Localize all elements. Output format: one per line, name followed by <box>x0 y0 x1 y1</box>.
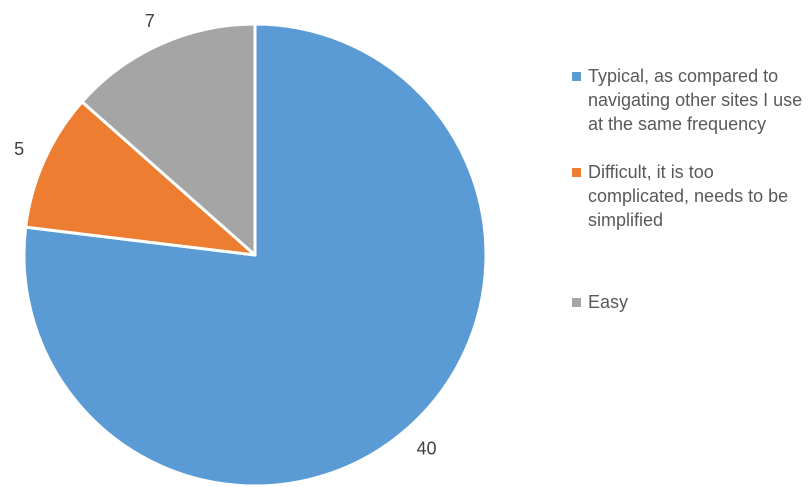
legend-item-difficult: Difficult, it is too complicated, needs … <box>572 160 804 232</box>
legend-item-easy: Easy <box>572 290 804 314</box>
data-labels: 40 5 7 <box>14 11 437 458</box>
pie-slices <box>22 22 488 487</box>
pie-slice-easy <box>80 22 257 257</box>
legend-swatch-typical <box>572 72 581 81</box>
legend-swatch-difficult <box>572 168 581 177</box>
legend-label-easy: Easy <box>588 292 629 312</box>
data-label-typical: 40 <box>417 439 437 459</box>
legend: Typical, as compared to navigating other… <box>572 64 804 314</box>
legend-label-typical: Typical, as compared to navigating other… <box>588 66 803 134</box>
pie-slice-difficult <box>24 100 257 257</box>
data-label-easy: 7 <box>145 11 155 31</box>
legend-item-typical: Typical, as compared to navigating other… <box>572 64 804 136</box>
data-label-difficult: 5 <box>14 139 24 159</box>
legend-swatch-easy <box>572 298 581 307</box>
legend-label-difficult: Difficult, it is too complicated, needs … <box>588 162 789 230</box>
